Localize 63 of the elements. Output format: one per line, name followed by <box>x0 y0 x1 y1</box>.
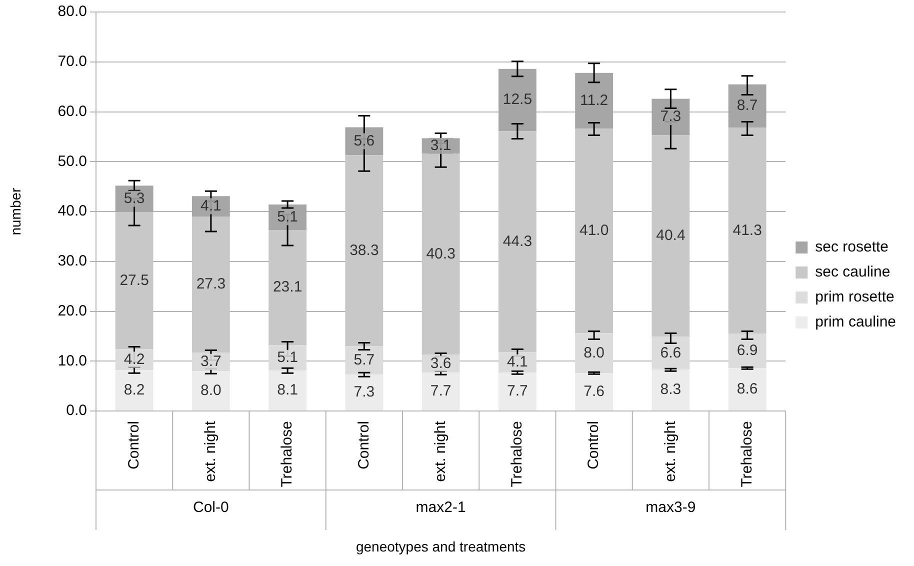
legend-label: prim rosette <box>815 288 894 306</box>
x-tick-label: Control <box>355 421 372 470</box>
data-label: 7.7 <box>507 382 528 400</box>
data-label: 27.5 <box>120 272 149 289</box>
data-label: 5.3 <box>124 190 145 207</box>
data-label: 8.7 <box>736 97 758 114</box>
data-label: 6.6 <box>660 344 682 362</box>
data-label: 12.5 <box>502 91 532 108</box>
data-label: 40.4 <box>656 227 686 244</box>
data-label: 3.1 <box>430 137 452 154</box>
data-label: 4.1 <box>507 354 528 371</box>
data-label: 8.3 <box>660 381 682 398</box>
data-label: 44.3 <box>502 232 532 250</box>
y-tick-label: 80.0 <box>58 3 87 20</box>
data-label: 41.0 <box>579 222 609 240</box>
text: Col-0 <box>193 499 229 516</box>
data-label: 6.9 <box>736 342 758 360</box>
y-tick-label: 30.0 <box>58 252 87 270</box>
data-label: 5.6 <box>354 132 375 150</box>
data-label: 7.3 <box>660 108 682 126</box>
data-label: 8.2 <box>124 381 145 398</box>
data-label: 7.3 <box>354 384 375 401</box>
y-tick-label: 20.0 <box>58 302 87 320</box>
text: max3-9 <box>646 499 696 516</box>
x-tick-label: ext. night <box>432 420 449 482</box>
data-label: 8.0 <box>584 344 604 362</box>
y-tick-label: 70.0 <box>58 53 87 70</box>
legend-label: sec rosette <box>815 238 889 256</box>
data-label: 4.2 <box>124 350 145 368</box>
data-label: 5.1 <box>277 208 298 226</box>
data-label: 3.6 <box>430 354 452 372</box>
y-tick-label: 0.0 <box>66 402 87 420</box>
y-tick-label: 50.0 <box>58 152 87 170</box>
data-label: 5.7 <box>354 352 375 369</box>
y-tick-label: 10.0 <box>58 352 87 370</box>
data-label: 23.1 <box>272 278 302 296</box>
text: max2-1 <box>416 499 466 516</box>
x-tick-label: Control <box>585 421 602 470</box>
x-tick-label: Trehalose <box>738 421 756 488</box>
legend-label: sec cauline <box>815 264 890 281</box>
data-label: 8.6 <box>736 380 758 398</box>
x-tick-label: ext. night <box>662 420 679 482</box>
data-label: 38.3 <box>350 242 379 259</box>
y-tick-label: 60.0 <box>58 102 87 120</box>
data-label: 4.1 <box>200 197 222 214</box>
data-label: 8.0 <box>200 382 222 399</box>
data-label: 3.7 <box>200 353 222 370</box>
data-label: 5.1 <box>277 349 298 366</box>
x-tick-label: ext. night <box>202 420 220 482</box>
x-tick-label: Control <box>125 421 142 470</box>
x-tick-label: Trehalose <box>278 421 296 488</box>
y-tick-label: 40.0 <box>58 202 87 220</box>
data-label: 27.3 <box>196 276 226 293</box>
data-label: 11.2 <box>580 92 608 109</box>
data-label: 8.1 <box>277 382 298 399</box>
data-label: 7.6 <box>584 382 604 400</box>
data-label: 7.7 <box>430 382 452 400</box>
y-axis-title: number <box>7 187 24 236</box>
legend-label: prim cauline <box>815 314 896 331</box>
data-label: 41.3 <box>732 222 762 239</box>
x-axis-title: geneotypes and treatments <box>356 538 526 554</box>
x-tick-label: Trehalose <box>508 421 526 488</box>
data-label: 40.3 <box>426 245 456 262</box>
